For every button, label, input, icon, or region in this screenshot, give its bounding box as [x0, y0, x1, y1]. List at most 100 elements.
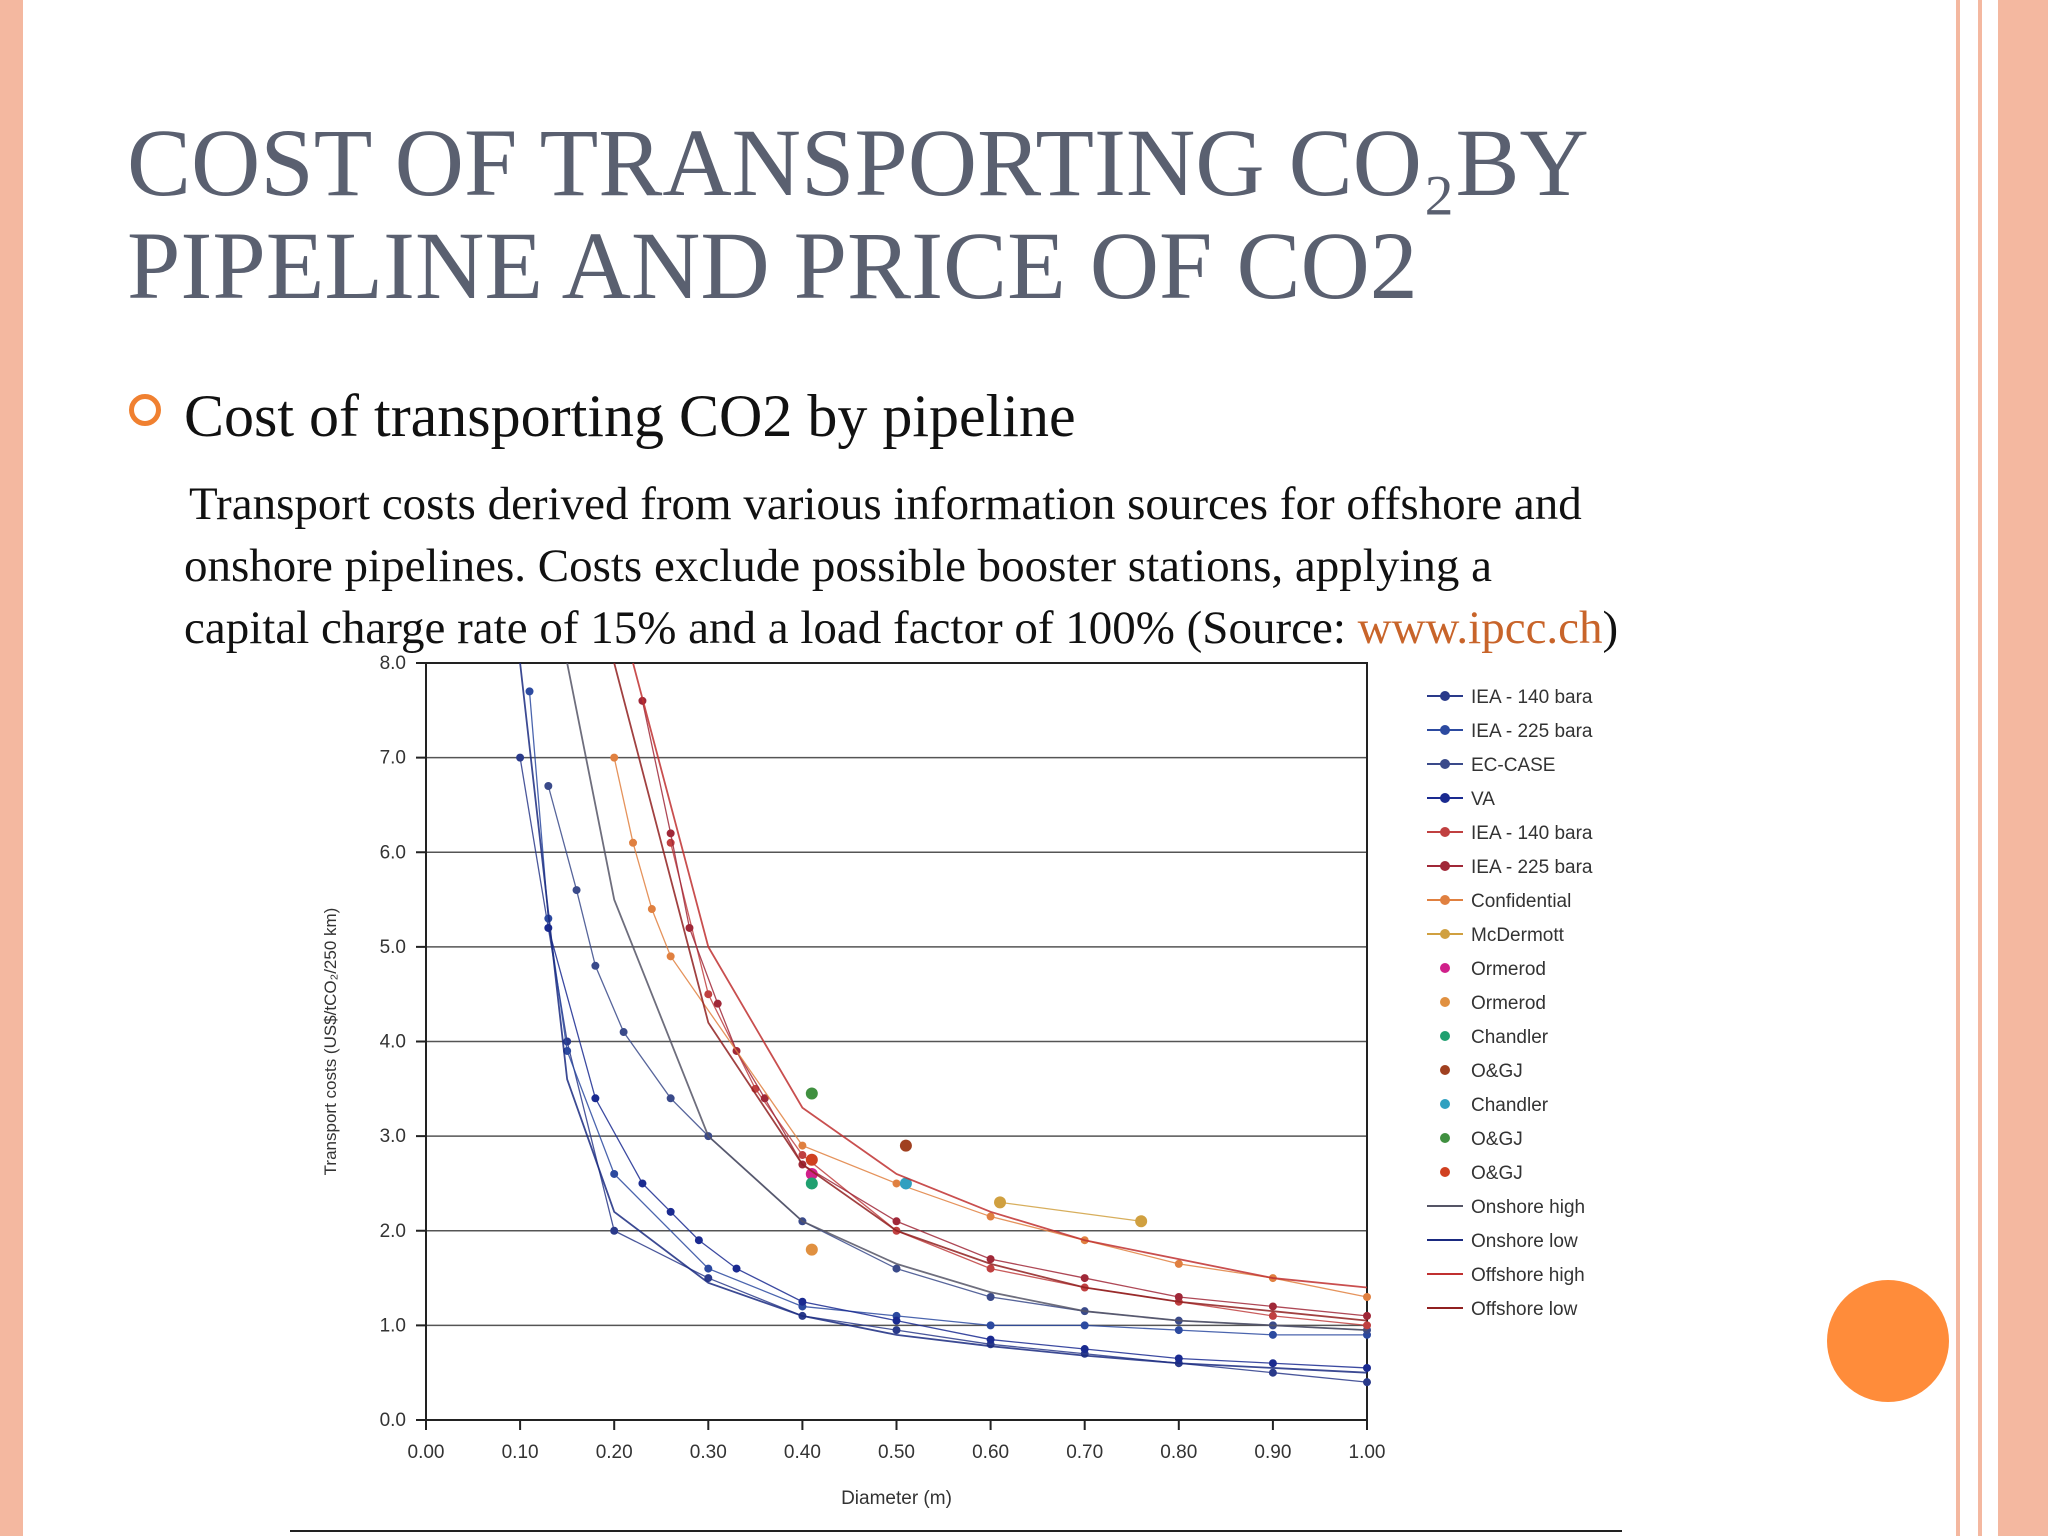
data-point [572, 886, 581, 895]
legend-label: Chandler [1471, 1095, 1549, 1116]
legend-marker [1440, 759, 1450, 769]
data-point [994, 1196, 1007, 1209]
legend-label: IEA - 225 bara [1471, 857, 1593, 878]
slide-title: PIPELINE AND PRICE OF CO2 [127, 212, 1418, 319]
paragraph-line: onshore pipelines. Costs exclude possibl… [184, 540, 1492, 592]
x-tick-label: 0.10 [502, 1442, 539, 1463]
series-line [547, 785, 1367, 1331]
legend-marker [1440, 1167, 1450, 1177]
series-line [641, 700, 1367, 1317]
data-point [986, 1212, 995, 1221]
data-point [685, 923, 694, 932]
x-tick-label: 0.00 [408, 1442, 445, 1463]
decor-circle [1827, 1280, 1949, 1402]
legend-label: Confidential [1471, 891, 1571, 912]
data-point [610, 753, 619, 762]
data-point [892, 1316, 901, 1325]
legend-marker [1440, 895, 1450, 905]
data-point [1268, 1368, 1277, 1377]
legend-marker [1440, 963, 1450, 973]
legend-label: IEA - 140 bara [1471, 823, 1593, 844]
data-point [1268, 1359, 1277, 1368]
data-point [629, 838, 638, 847]
data-point [798, 1297, 807, 1306]
source-link[interactable]: www.ipcc.ch [1357, 602, 1603, 654]
data-point [732, 1264, 741, 1273]
data-point [892, 1179, 901, 1188]
series-line [632, 663, 1367, 1289]
data-point [610, 1169, 619, 1178]
data-point [1080, 1274, 1089, 1283]
legend-label: Ormerod [1471, 993, 1546, 1014]
data-point [1363, 1321, 1371, 1330]
data-point [713, 999, 722, 1008]
plot-frame [425, 662, 1368, 1421]
y-tick-label: 7.0 [380, 748, 406, 769]
data-point [805, 1177, 818, 1190]
data-point [1135, 1215, 1148, 1228]
data-point [899, 1177, 912, 1190]
data-point [704, 1274, 713, 1283]
data-point [591, 961, 600, 970]
data-point [1363, 1311, 1371, 1320]
legend-label: O&GJ [1471, 1061, 1523, 1082]
series-line [519, 757, 1367, 1383]
x-tick-label: 0.70 [1066, 1442, 1103, 1463]
data-point [798, 1151, 807, 1160]
data-point [610, 1226, 619, 1235]
data-point [760, 1094, 769, 1103]
series-line [519, 663, 1367, 1374]
x-tick-label: 0.90 [1254, 1442, 1291, 1463]
data-point [591, 1094, 600, 1103]
data-point [619, 1028, 628, 1037]
series-line [613, 663, 1367, 1322]
legend-marker [1440, 1099, 1450, 1109]
x-tick-label: 0.60 [972, 1442, 1009, 1463]
data-point [798, 1141, 807, 1150]
series-line [528, 691, 1367, 1336]
data-point [516, 753, 525, 762]
data-point [1363, 1363, 1371, 1372]
legend-marker [1440, 997, 1450, 1007]
y-tick-label: 3.0 [380, 1126, 406, 1147]
legend-label: McDermott [1471, 925, 1565, 946]
right-border [1978, 0, 1982, 1536]
data-point [1080, 1321, 1089, 1330]
y-tick-label: 2.0 [380, 1221, 406, 1242]
data-point [1363, 1378, 1371, 1387]
data-point [1268, 1302, 1277, 1311]
legend-marker [1440, 929, 1450, 939]
legend-marker [1440, 691, 1450, 701]
data-point [986, 1255, 995, 1264]
data-point [986, 1335, 995, 1344]
legend-marker [1440, 861, 1450, 871]
data-point [986, 1292, 995, 1301]
data-point [563, 1037, 572, 1046]
data-point [1080, 1345, 1089, 1354]
x-tick-label: 0.20 [596, 1442, 633, 1463]
data-point [694, 1236, 703, 1245]
data-point [666, 829, 675, 838]
x-tick-label: 0.80 [1160, 1442, 1197, 1463]
series-line [566, 663, 1367, 1332]
paragraph-text: ) [1602, 602, 1619, 654]
legend-marker [1440, 725, 1450, 735]
y-tick-label: 0.0 [380, 1410, 406, 1431]
data-point [704, 1264, 713, 1273]
legend-label: Chandler [1471, 1027, 1549, 1048]
legend-label: IEA - 225 bara [1471, 721, 1593, 742]
legend-label: O&GJ [1471, 1163, 1523, 1184]
legend-marker [1440, 1133, 1450, 1143]
data-point [1174, 1354, 1183, 1363]
data-point [666, 1207, 675, 1216]
legend-label: Offshore low [1471, 1299, 1578, 1320]
data-point [1174, 1326, 1183, 1335]
data-point [1174, 1259, 1183, 1268]
legend-marker [1440, 1031, 1450, 1041]
y-tick-label: 4.0 [380, 1032, 406, 1053]
series-line [547, 927, 1367, 1369]
data-point [525, 687, 534, 696]
paragraph-line: capital charge rate of 15% and a load fa… [184, 605, 1618, 652]
y-axis-label: Transport costs (US$/tCO₂/250 km) [321, 908, 340, 1176]
